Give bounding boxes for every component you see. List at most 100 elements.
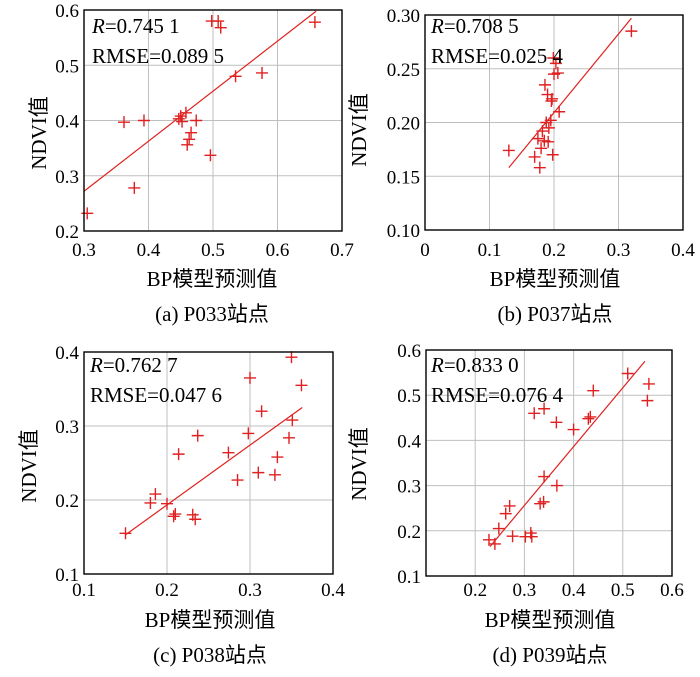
data-point bbox=[535, 142, 548, 155]
panel-d: 0.2 0.3 0.4 0.5 0.60.10.20.30.40.50.6 NDVI值 … bbox=[347, 341, 684, 667]
r-stat: R=0.745 1 bbox=[91, 14, 180, 38]
x-tick-label: 0.5 bbox=[611, 580, 635, 601]
caption: (b) P037站点 bbox=[498, 302, 613, 326]
plot-frame bbox=[83, 351, 334, 575]
plot-frame bbox=[83, 9, 343, 232]
data-point bbox=[531, 132, 544, 145]
data-point bbox=[537, 495, 550, 508]
x-tick-label: 0.7 bbox=[330, 240, 354, 261]
data-point bbox=[172, 448, 185, 461]
xlabel: BP模型预测值 bbox=[490, 267, 621, 291]
y-tick-label: 0.4 bbox=[397, 431, 421, 452]
panel-b: 0 0.1 0.2 0.3 0.40.100.150.200.250.30 NDVI值 … bbox=[347, 6, 695, 326]
caption: (c) P038站点 bbox=[153, 643, 267, 667]
data-point bbox=[553, 105, 566, 118]
data-point bbox=[492, 522, 505, 535]
y-tick-label: 0.2 bbox=[55, 491, 79, 512]
data-point bbox=[503, 499, 516, 512]
data-point bbox=[285, 351, 298, 364]
data-point bbox=[149, 488, 162, 501]
data-point bbox=[641, 394, 654, 407]
r-stat: R=0.833 0 bbox=[430, 353, 519, 377]
r-label: R bbox=[91, 14, 105, 38]
data-point bbox=[212, 15, 225, 28]
xlabel: BP模型预测值 bbox=[485, 608, 616, 632]
data-point bbox=[244, 371, 256, 384]
y-tick-label: 0.1 bbox=[397, 567, 421, 588]
data-point bbox=[204, 149, 217, 162]
y-tick-label: 0.3 bbox=[55, 167, 79, 188]
data-point bbox=[255, 405, 268, 418]
ylabel: NDVI值 bbox=[347, 427, 371, 501]
y-tick-label: 0.2 bbox=[55, 222, 79, 243]
data-point bbox=[546, 148, 559, 161]
data-point bbox=[544, 114, 557, 127]
r-value: =0.708 5 bbox=[444, 14, 519, 38]
x-tick-label: 0.4 bbox=[321, 580, 345, 601]
rmse-stat: RMSE=0.047 6 bbox=[90, 383, 222, 407]
data-point bbox=[137, 114, 150, 127]
data-point bbox=[183, 133, 196, 146]
data-point bbox=[533, 161, 546, 174]
data-point bbox=[542, 121, 555, 134]
data-point bbox=[488, 537, 501, 550]
y-tick-label: 0.3 bbox=[55, 417, 79, 438]
xlabel: BP模型预测值 bbox=[147, 267, 278, 291]
data-point bbox=[538, 78, 551, 91]
data-point bbox=[283, 431, 296, 444]
y-tick-label: 0.5 bbox=[397, 386, 421, 407]
plot-area: 0.3 0.4 0.5 0.6 0.70.20.30.40.50.6 bbox=[55, 1, 354, 261]
r-value: =0.762 7 bbox=[103, 353, 178, 377]
fit-line bbox=[489, 360, 646, 548]
data-point bbox=[81, 207, 94, 220]
x-tick-label: 0.4 bbox=[671, 240, 695, 261]
x-tick-label: 0.3 bbox=[513, 580, 537, 601]
x-tick-label: 0.4 bbox=[562, 580, 586, 601]
data-point bbox=[625, 25, 638, 38]
data-point bbox=[528, 150, 541, 163]
data-point bbox=[538, 470, 551, 483]
y-tick-label: 0.2 bbox=[397, 522, 421, 543]
x-tick-label: 0.2 bbox=[155, 580, 179, 601]
data-point bbox=[189, 513, 202, 526]
data-point bbox=[169, 508, 182, 521]
panel-c: 0.1 0.2 0.3 0.4 0.1 0.2 0.3 0.4 NDVI值 R=0.762 7… bbox=[17, 343, 345, 667]
y-tick-label: 0.3 bbox=[397, 477, 421, 498]
x-tick-label: 0.5 bbox=[201, 240, 225, 261]
xlabel: BP模型预测值 bbox=[145, 608, 276, 632]
y-tick-label: 0.1 bbox=[55, 565, 79, 586]
x-tick-label: 0.6 bbox=[266, 240, 290, 261]
data-point bbox=[229, 70, 242, 83]
data-point bbox=[525, 530, 538, 543]
data-point bbox=[582, 412, 595, 425]
data-point bbox=[191, 429, 204, 442]
r-label: R bbox=[89, 353, 103, 377]
y-tick-label: 0.10 bbox=[387, 221, 420, 242]
data-point bbox=[621, 367, 634, 380]
data-point bbox=[547, 52, 560, 64]
data-point bbox=[502, 144, 515, 157]
r-label: R bbox=[430, 353, 444, 377]
y-tick-label: 0.6 bbox=[397, 341, 421, 362]
fit-line bbox=[83, 10, 317, 192]
y-tick-label: 0.15 bbox=[387, 167, 420, 188]
data-point bbox=[222, 446, 235, 459]
fit-line bbox=[125, 407, 303, 536]
data-point bbox=[546, 92, 559, 105]
data-point bbox=[295, 379, 308, 392]
data-point bbox=[167, 510, 180, 523]
x-tick-label: 0 bbox=[420, 240, 430, 261]
data-point bbox=[642, 377, 655, 390]
x-tick-label: 0.2 bbox=[463, 580, 487, 601]
x-tick-label: 0.3 bbox=[607, 240, 631, 261]
data-point bbox=[584, 410, 597, 423]
plot-frame bbox=[425, 349, 673, 577]
r-value: =0.745 1 bbox=[105, 14, 180, 38]
ylabel: NDVI值 bbox=[27, 96, 51, 170]
x-tick-label: 0.1 bbox=[478, 240, 502, 261]
data-point bbox=[506, 530, 519, 543]
data-point bbox=[252, 466, 265, 479]
plot-frame bbox=[424, 14, 684, 231]
panel-a: 0.3 0.4 0.5 0.6 0.70.20.30.40.50.6 NDVI值 R=0… bbox=[27, 1, 354, 326]
rmse-stat: RMSE=0.076 4 bbox=[431, 383, 564, 407]
